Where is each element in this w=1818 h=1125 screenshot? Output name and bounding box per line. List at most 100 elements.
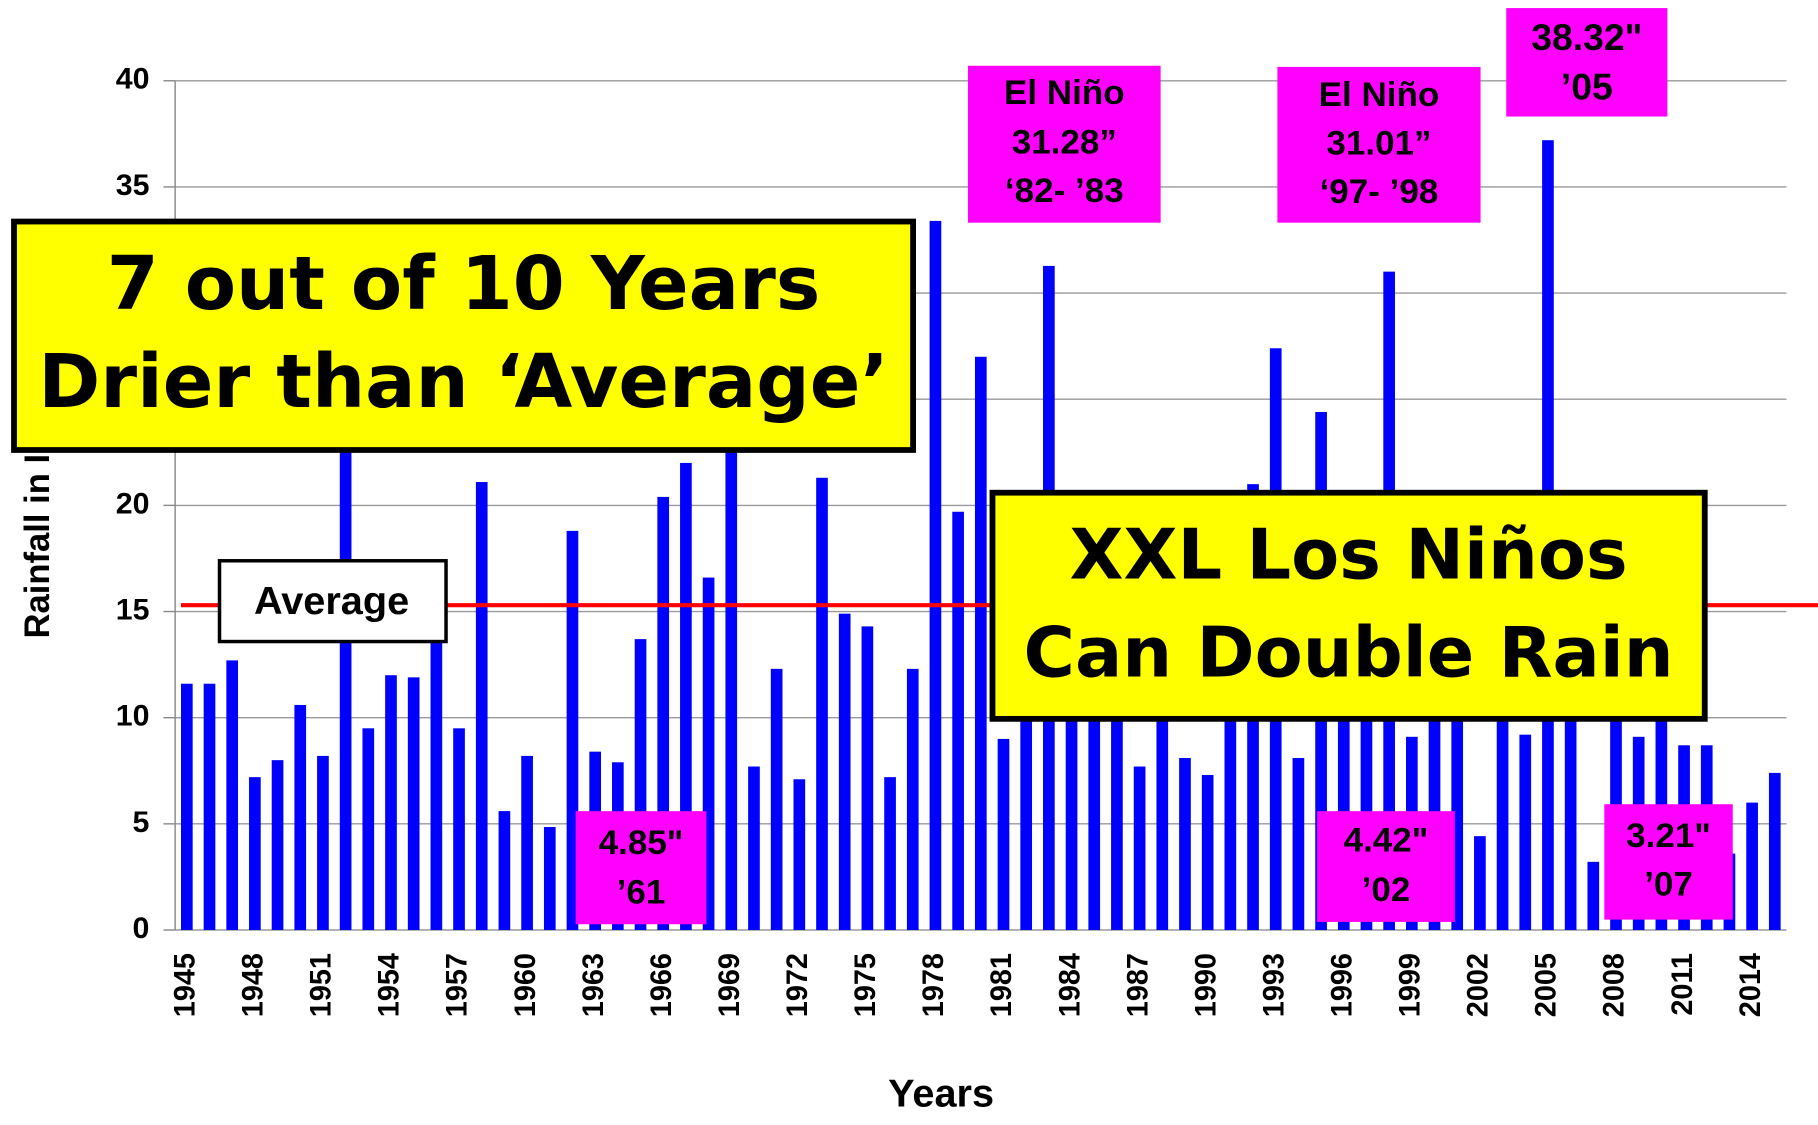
bar: [1065, 709, 1078, 930]
bar: [1292, 758, 1305, 930]
annotation-box: [1317, 811, 1455, 922]
annotation-text: ’02: [1362, 870, 1411, 909]
bar: [1587, 861, 1600, 930]
bar: [407, 677, 420, 930]
x-tick-label: 1948: [237, 953, 269, 1017]
x-tick-label: 1960: [510, 953, 542, 1017]
annotation-text: 38.32": [1531, 16, 1642, 58]
x-tick-label: 1954: [374, 953, 406, 1017]
average-label: Average: [254, 579, 409, 623]
bar: [906, 668, 919, 930]
bar: [271, 760, 284, 930]
bar: [317, 755, 329, 930]
annotation-text: El Niño: [1004, 73, 1125, 112]
x-tick-label: 1951: [305, 953, 337, 1017]
bar: [362, 728, 375, 930]
annotation-text: ’05: [1561, 66, 1613, 108]
bar: [249, 777, 261, 930]
bar: [1088, 658, 1101, 930]
bar: [1768, 772, 1781, 930]
bar: [748, 766, 760, 930]
bar: [521, 755, 533, 930]
annotation-text: El Niño: [1319, 75, 1440, 114]
bar: [952, 511, 964, 930]
bar: [770, 668, 783, 930]
bar: [702, 577, 715, 930]
y-tick-label: 15: [116, 594, 150, 627]
bar: [1360, 613, 1373, 930]
annotation-box: [11, 218, 917, 453]
annotation-text: 4.85": [599, 823, 684, 862]
y-tick-label: 10: [116, 700, 150, 733]
y-tick-label: 40: [116, 63, 150, 96]
bar: [680, 462, 692, 930]
bar: [861, 626, 874, 930]
x-tick-label: 1972: [782, 953, 814, 1017]
bar: [1564, 649, 1577, 930]
y-tick-label: 35: [116, 169, 150, 202]
bar: [1474, 836, 1486, 930]
x-tick-label: 1978: [918, 953, 950, 1017]
bar: [657, 496, 670, 930]
bar: [1133, 766, 1146, 930]
bar: [1156, 664, 1169, 930]
bar: [430, 632, 443, 930]
bar: [385, 675, 397, 930]
x-tick-label: 2005: [1530, 953, 1562, 1017]
bar: [566, 530, 579, 930]
bar: [634, 639, 647, 930]
y-tick-label: 20: [116, 487, 150, 520]
annotation-box: [1277, 66, 1481, 223]
bar: [1496, 579, 1509, 930]
x-tick-label: 2011: [1667, 953, 1699, 1016]
annotation-text: 31.01”: [1326, 124, 1431, 163]
x-axis-label: Years: [888, 1072, 994, 1116]
bar: [997, 738, 1010, 930]
bar: [1337, 666, 1350, 930]
annotation-text: Can Double Rain: [1024, 613, 1674, 694]
x-tick-label: 1975: [850, 953, 882, 1017]
bar: [1111, 549, 1123, 930]
annotation-box: [575, 811, 707, 925]
bar: [498, 811, 511, 930]
y-tick-label: 0: [133, 912, 150, 945]
y-tick-label: 5: [133, 806, 150, 839]
x-tick-label: 1957: [442, 953, 474, 1017]
average-box: [217, 559, 448, 644]
bar: [453, 728, 465, 930]
bar: [1428, 683, 1441, 930]
bar: [226, 660, 239, 930]
bar: [543, 827, 556, 930]
bar: [929, 220, 942, 930]
x-tick-label: 2002: [1462, 953, 1494, 1017]
bar: [294, 704, 307, 930]
annotation-box: [1604, 804, 1733, 920]
bar: [1610, 643, 1622, 930]
x-tick-label: 2014: [1735, 953, 1767, 1017]
x-tick-label: 1999: [1394, 953, 1426, 1017]
bar: [838, 613, 851, 930]
bar: [1519, 734, 1532, 930]
x-tick-label: 1993: [1258, 953, 1290, 1017]
bar: [974, 356, 987, 930]
annotation-text: 31.28”: [1012, 123, 1117, 162]
annotation-text: 3.21": [1626, 816, 1711, 855]
x-tick-label: 1987: [1122, 953, 1154, 1017]
annotation-text: ’07: [1644, 864, 1693, 903]
bar: [725, 346, 738, 931]
bar: [1746, 802, 1758, 930]
x-tick-label: 1963: [578, 953, 610, 1017]
x-tick-label: 1990: [1190, 953, 1222, 1017]
bar: [1201, 775, 1214, 930]
annotation-text: ’61: [617, 873, 666, 912]
x-tick-label: 1981: [986, 953, 1018, 1017]
x-tick-label: 1984: [1054, 953, 1086, 1017]
annotation-text: 4.42": [1344, 821, 1429, 860]
bar: [1655, 581, 1668, 930]
annotation-text: 7 out of 10 Years: [107, 240, 821, 326]
annotation-box: [989, 489, 1708, 722]
bar: [1224, 675, 1237, 930]
bar: [1451, 549, 1464, 930]
